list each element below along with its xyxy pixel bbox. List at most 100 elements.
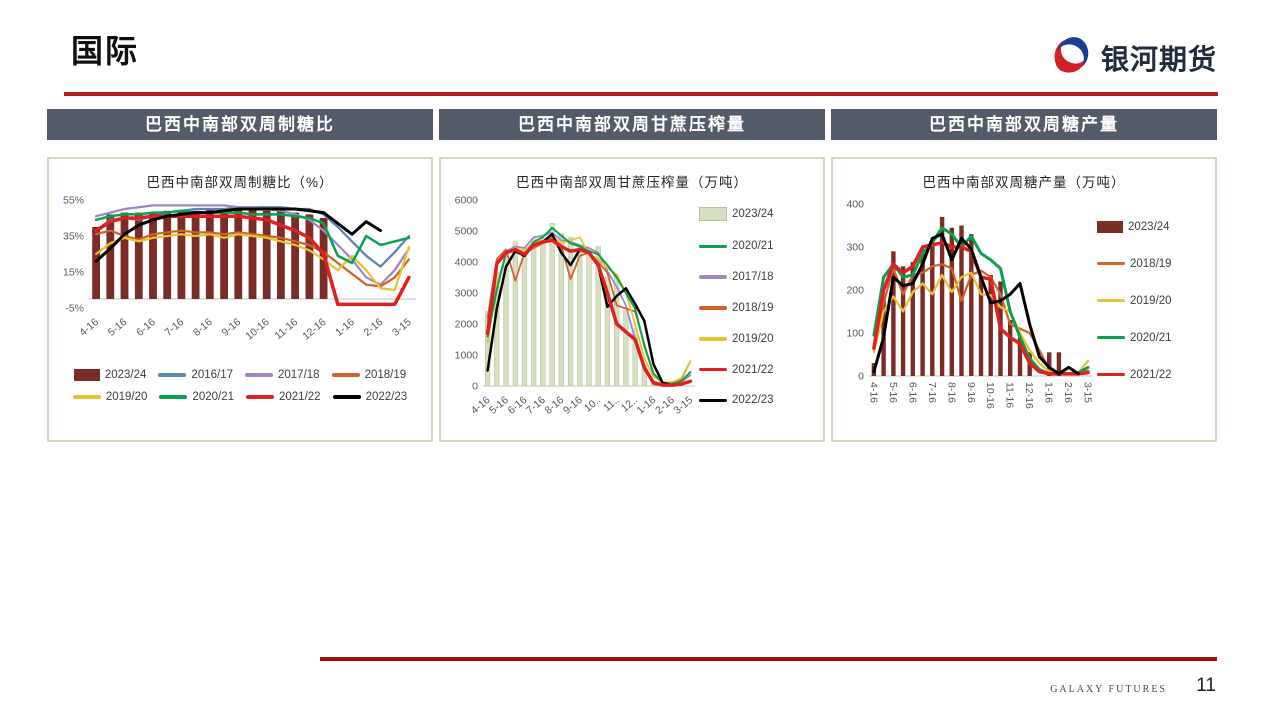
chart-box: 巴西中南部双周糖产量（万吨） 400 300 200 100 0 4-16 5-16 6-16… [831, 157, 1217, 442]
bar-swatch [1097, 220, 1123, 233]
line-series-2017/18 [94, 204, 411, 286]
line-swatch [1097, 261, 1125, 266]
y-tick-label: 2000 [455, 319, 479, 331]
line-series-2022/23 [872, 232, 1080, 376]
legend-label: 2022/23 [365, 391, 408, 403]
line-swatch [246, 395, 274, 399]
x-tick-label: 11-16 [272, 316, 300, 342]
y-tick-label: 100 [846, 328, 864, 340]
line-swatch [332, 395, 361, 399]
galaxy-logo-icon [1050, 34, 1092, 81]
legend-label: 2020/21 [192, 391, 234, 403]
x-tick-label: 2-16 [362, 316, 386, 339]
x-tick-label: 1-16 [333, 316, 357, 339]
x-tick-label: 8-16 [945, 382, 957, 403]
x-tick-label: 7-16 [926, 382, 938, 403]
chart-box: 巴西中南部双周甘蔗压榨量（万吨） 6000 5000 4000 3000 2000 100… [439, 157, 825, 442]
x-tick-label: 11.. [601, 394, 622, 414]
legend-label: 2017/18 [278, 369, 320, 381]
line-series-2021/22 [485, 238, 693, 387]
bar-series-2023/24 [484, 222, 657, 387]
footer-divider-line [320, 657, 1217, 661]
y-tick-label: 15% [63, 267, 84, 279]
legend-item: 2016/17 [158, 369, 233, 381]
chart-legend: 2023/24 2020/21 2017/18 2018/19 2019/20 2021/… [699, 198, 817, 416]
x-tick-label: 10-16 [243, 316, 271, 343]
line-swatch [699, 244, 727, 249]
chart-plot-area: 6000 5000 4000 3000 2000 1000 0 4-16 5-16 6-16 7-1… [447, 194, 699, 439]
legend-label: 2017/18 [732, 271, 774, 284]
footer-brand-text: GALAXY FUTURES [1050, 684, 1167, 695]
legend-label: 2022/23 [732, 394, 774, 407]
line-swatch [1097, 335, 1125, 340]
x-tick-label: 1-16 [1043, 382, 1055, 403]
legend-item: 2020/21 [1097, 332, 1209, 344]
line-swatch [72, 395, 101, 399]
legend-item: 2019/20 [1097, 295, 1209, 307]
x-tick-label: 3-15 [1082, 382, 1094, 403]
y-tick-label: 55% [63, 195, 84, 207]
x-tick-label: 10.. [582, 394, 603, 414]
panel-header: 巴西中南部双周糖产量 [831, 109, 1217, 140]
legend-item: 2020/21 [699, 240, 817, 252]
y-tick-label: 6000 [455, 195, 479, 207]
y-tick-label: 0 [858, 371, 864, 383]
company-logo: 银河期货 [1050, 34, 1217, 81]
legend-item: 2020/21 [159, 391, 234, 403]
panel-cane-crush-volume: 巴西中南部双周甘蔗压榨量 巴西中南部双周甘蔗压榨量（万吨） 6000 5000 40… [439, 109, 825, 442]
legend-item: 2018/19 [699, 302, 817, 314]
plot-row: 6000 5000 4000 3000 2000 1000 0 4-16 5-16 6-16 7-1… [447, 194, 817, 439]
chart-box: 巴西中南部双周制糖比（%） 55% 35% 15% -5% 4-16 5-16 6-16 7-… [47, 157, 433, 442]
x-tick-label: 12-16 [1023, 382, 1035, 409]
legend-item: 2019/20 [699, 333, 817, 345]
legend-item: 2021/22 [699, 364, 817, 376]
chart-plot-area: 55% 35% 15% -5% 4-16 5-16 6-16 7-16 8-16 9-16 10-1… [55, 194, 421, 357]
legend-label: 2023/24 [732, 208, 774, 221]
x-tick-label: 3-15 [672, 394, 696, 417]
chart-svg: 60005000400030002000100004-165-166-167-1… [455, 195, 696, 417]
legend-item: 2023/24 [1097, 220, 1209, 233]
legend-item: 2022/23 [332, 391, 408, 403]
x-tick-label: 4-16 [867, 382, 879, 403]
page-number: 11 [1196, 675, 1216, 696]
bar-swatch [699, 207, 727, 222]
x-tick-label: 4-16 [77, 316, 101, 339]
legend-item: 2023/24 [699, 207, 817, 222]
legend-item: 2018/19 [1097, 258, 1209, 270]
y-tick-label: 400 [846, 199, 864, 211]
chart-svg: 55% 35% 15% -5%4-16 5-16 6-16 7-16 8-16 9-16 10-1… [63, 195, 416, 343]
y-tick-label: 1000 [455, 350, 479, 362]
chart-title: 巴西中南部双周甘蔗压榨量（万吨） [516, 175, 748, 190]
chart-plot-area: 400 300 200 100 0 4-16 5-16 6-16 7-16 8-16 9-16 10-… [839, 194, 1097, 437]
logo-text: 银河期货 [1100, 43, 1217, 75]
legend-label: 2018/19 [732, 301, 774, 314]
legend-label: 2023/24 [1128, 220, 1170, 233]
title-divider-line [64, 92, 1218, 96]
x-tick-label: 11-16 [1004, 382, 1016, 408]
line-series-2019/20 [94, 233, 411, 292]
y-tick-label: 5000 [455, 226, 479, 238]
chart-title: 巴西中南部双周制糖比（%） [146, 175, 334, 190]
legend-item: 2022/23 [699, 394, 817, 406]
panel-sugar-production: 巴西中南部双周糖产量 巴西中南部双周糖产量（万吨） 400 300 200 100 0 4… [831, 109, 1217, 442]
panel-header: 巴西中南部双周甘蔗压榨量 [439, 109, 825, 140]
bar-series-2023/24 [92, 209, 328, 299]
line-swatch [699, 337, 727, 341]
legend-label: 2019/20 [732, 332, 774, 345]
legend-item: 2018/19 [331, 369, 406, 381]
chart-legend: 2023/24 2018/19 2019/20 2020/21 2021/22 [1097, 208, 1209, 393]
x-tick-label: 6-16 [134, 316, 158, 339]
y-tick-label: 4000 [455, 257, 479, 269]
chart-title: 巴西中南部双周糖产量（万吨） [922, 175, 1126, 190]
line-swatch [1097, 372, 1125, 377]
x-tick-label: 2-16 [1062, 382, 1074, 403]
legend-label: 2019/20 [1130, 294, 1172, 307]
line-swatch [245, 373, 273, 377]
line-swatch [699, 275, 727, 279]
legend-item: 2023/24 [73, 369, 147, 381]
legend-label: 2020/21 [1130, 331, 1172, 344]
y-tick-label: 35% [63, 231, 84, 243]
line-series-2018/19 [94, 229, 411, 288]
legend-label: 2023/24 [104, 369, 147, 381]
